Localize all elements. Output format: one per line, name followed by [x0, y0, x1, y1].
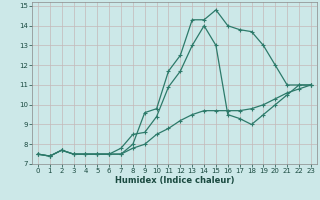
X-axis label: Humidex (Indice chaleur): Humidex (Indice chaleur) — [115, 176, 234, 185]
